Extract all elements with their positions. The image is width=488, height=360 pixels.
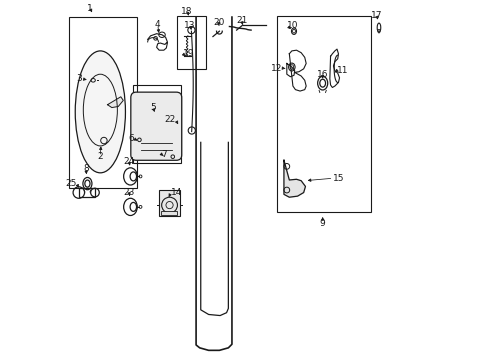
- Ellipse shape: [75, 51, 125, 173]
- Text: 19: 19: [183, 49, 194, 58]
- FancyBboxPatch shape: [131, 92, 182, 160]
- Polygon shape: [284, 160, 305, 197]
- Text: 24: 24: [123, 157, 134, 166]
- Bar: [277, 16, 371, 212]
- Text: 12: 12: [270, 64, 282, 73]
- Text: 22: 22: [164, 115, 175, 124]
- Text: 14: 14: [171, 188, 182, 197]
- Text: 20: 20: [213, 18, 224, 27]
- Text: 15: 15: [333, 174, 344, 183]
- Text: 1: 1: [87, 4, 93, 13]
- Text: 4: 4: [155, 19, 160, 28]
- Text: 17: 17: [370, 11, 382, 20]
- Bar: [79, 188, 95, 197]
- Bar: [161, 211, 177, 215]
- Text: 21: 21: [236, 16, 247, 25]
- Text: 8: 8: [83, 164, 89, 173]
- Bar: [132, 85, 181, 163]
- Text: 18: 18: [181, 7, 192, 16]
- Bar: [69, 17, 137, 188]
- Polygon shape: [107, 97, 123, 108]
- Text: 9: 9: [319, 219, 325, 228]
- Text: 2: 2: [97, 152, 103, 161]
- Text: 5: 5: [150, 103, 156, 112]
- Text: 6: 6: [128, 134, 134, 143]
- Text: 11: 11: [336, 66, 348, 75]
- Text: 25: 25: [65, 179, 77, 188]
- Bar: [177, 16, 206, 69]
- Text: 10: 10: [286, 21, 298, 30]
- Text: 7: 7: [161, 150, 167, 159]
- Text: 3: 3: [77, 75, 82, 84]
- Text: 23: 23: [123, 188, 134, 197]
- Text: 16: 16: [316, 70, 328, 79]
- Text: 13: 13: [184, 21, 195, 30]
- Bar: [159, 190, 180, 216]
